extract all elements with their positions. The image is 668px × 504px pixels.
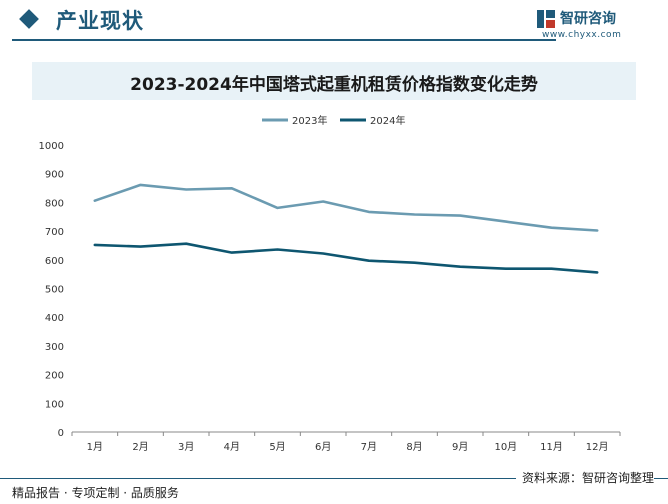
logo-url: www.chyxx.com	[542, 30, 622, 40]
x-tick-label: 7月	[361, 441, 377, 453]
y-tick-label: 900	[45, 170, 64, 181]
x-tick-label: 10月	[494, 441, 517, 453]
x-tick-label: 2月	[132, 441, 148, 453]
y-tick-label: 1000	[39, 141, 64, 152]
logo: 智研咨询 www.chyxx.com	[536, 6, 646, 46]
y-tick-label: 100	[45, 399, 64, 410]
x-tick-label: 6月	[315, 441, 331, 453]
y-tick-label: 600	[45, 256, 64, 267]
series-line-1	[93, 183, 599, 232]
x-tick-label: 3月	[178, 441, 194, 453]
header-divider	[12, 39, 556, 41]
chart-title-band: 2023-2024年中国塔式起重机租赁价格指数变化走势	[32, 62, 636, 100]
y-tick-label: 500	[45, 285, 64, 296]
x-tick-label: 1月	[87, 441, 103, 453]
logo-name: 智研咨询	[560, 11, 616, 27]
series-line-2	[93, 242, 599, 274]
legend-label: 2024年	[370, 114, 405, 127]
y-tick-label: 700	[45, 227, 64, 238]
x-tick-label: 5月	[269, 441, 285, 453]
chart-title: 2023-2024年中国塔式起重机租赁价格指数变化走势	[130, 75, 538, 95]
logo-icon	[537, 10, 555, 28]
x-tick-label: 8月	[406, 441, 422, 453]
y-tick-label: 400	[45, 313, 64, 324]
line-chart: 0 100 200 300 400 500 600 700 800 900 1000 1月 2月 3月 4月…	[39, 114, 621, 453]
section-title: 产业现状	[56, 9, 144, 33]
y-tick-label: 800	[45, 198, 64, 209]
x-tick-label: 9月	[452, 441, 468, 453]
x-tick-label: 12月	[586, 441, 609, 453]
footer-tagline: 精品报告 · 专项定制 · 品质服务	[12, 486, 179, 500]
x-tick-label: 11月	[540, 441, 563, 453]
data-source: 资料来源：智研咨询整理	[515, 469, 654, 486]
y-tick-label: 300	[45, 342, 64, 353]
y-tick-label: 0	[58, 428, 64, 439]
header: 产业现状 智研咨询 www.chyxx.com	[0, 0, 668, 46]
footer-divider	[0, 478, 668, 479]
legend-label: 2023年	[292, 114, 327, 127]
x-tick-label: 4月	[224, 441, 240, 453]
y-tick-label: 200	[45, 371, 64, 382]
